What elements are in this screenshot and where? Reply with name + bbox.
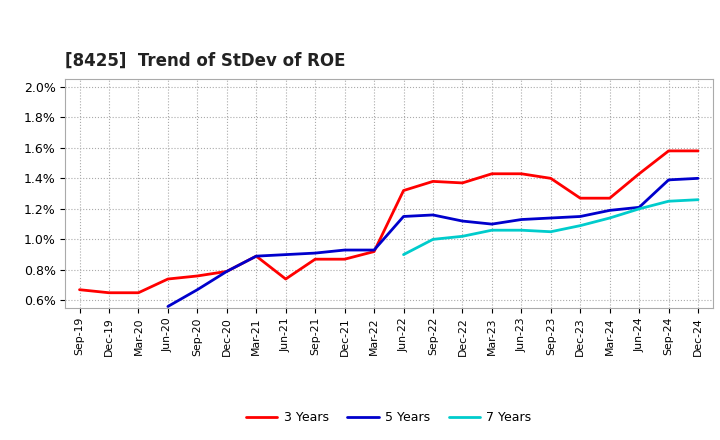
5 Years [282,252,290,257]
5 Years [428,213,437,218]
5 Years [399,214,408,219]
5 Years [222,269,231,274]
3 Years [428,179,437,184]
5 Years [341,247,349,253]
7 Years [635,206,644,212]
3 Years [576,195,585,201]
Line: 7 Years: 7 Years [403,200,698,255]
7 Years [487,227,496,233]
5 Years [311,250,320,256]
Line: 5 Years: 5 Years [168,178,698,307]
7 Years [546,229,555,235]
7 Years [665,198,673,204]
5 Years [252,253,261,259]
3 Years [487,171,496,176]
5 Years [546,215,555,220]
Legend: 3 Years, 5 Years, 7 Years: 3 Years, 5 Years, 7 Years [241,407,536,429]
5 Years [458,218,467,224]
7 Years [428,237,437,242]
5 Years [665,177,673,183]
7 Years [399,252,408,257]
3 Years [665,148,673,154]
3 Years [193,273,202,279]
5 Years [694,176,703,181]
Text: [8425]  Trend of StDev of ROE: [8425] Trend of StDev of ROE [65,51,346,70]
3 Years [546,176,555,181]
5 Years [487,221,496,227]
7 Years [458,234,467,239]
3 Years [370,249,379,254]
3 Years [104,290,113,295]
5 Years [163,304,172,309]
3 Years [341,257,349,262]
5 Years [606,208,614,213]
3 Years [399,188,408,193]
3 Years [311,257,320,262]
3 Years [75,287,84,292]
3 Years [458,180,467,186]
3 Years [222,269,231,274]
7 Years [694,197,703,202]
7 Years [606,215,614,220]
5 Years [193,287,202,292]
3 Years [282,276,290,282]
5 Years [635,205,644,210]
5 Years [576,214,585,219]
7 Years [576,223,585,228]
3 Years [517,171,526,176]
5 Years [370,247,379,253]
3 Years [134,290,143,295]
3 Years [694,148,703,154]
3 Years [635,171,644,176]
3 Years [163,276,172,282]
5 Years [517,217,526,222]
3 Years [252,253,261,259]
3 Years [606,195,614,201]
Line: 3 Years: 3 Years [79,151,698,293]
7 Years [517,227,526,233]
